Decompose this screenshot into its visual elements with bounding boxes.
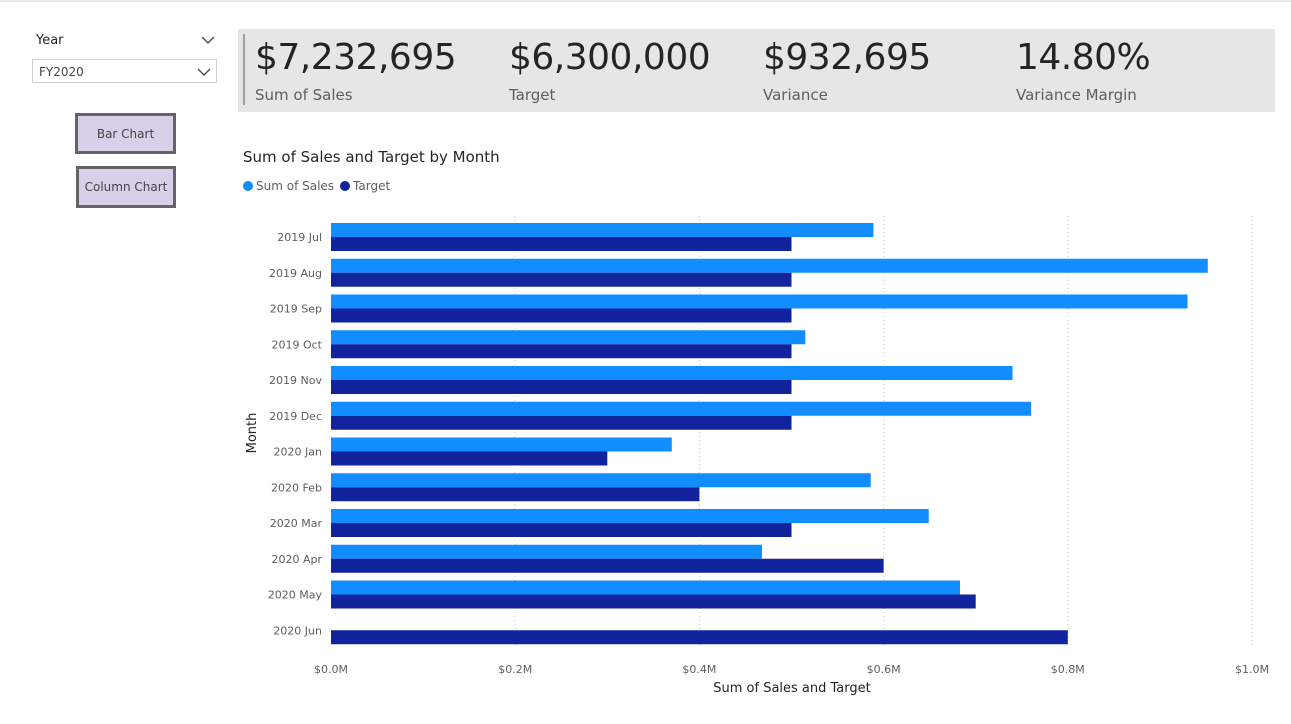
y-category-label: 2019 Aug bbox=[269, 267, 322, 280]
kpi-label: Variance bbox=[763, 86, 828, 104]
x-tick-label: $0.0M bbox=[314, 663, 348, 676]
bar-target[interactable] bbox=[331, 380, 792, 394]
bar-chart: $0.0M $0.2M $0.4M $0.6M $0.8M $1.0M 2019 Jul 20… bbox=[245, 216, 1269, 696]
bar-sum-of-sales[interactable] bbox=[331, 330, 806, 345]
chevron-down-icon bbox=[197, 68, 211, 76]
bar-sum-of-sales[interactable] bbox=[331, 509, 929, 523]
bar-sum-of-sales[interactable] bbox=[331, 580, 961, 595]
bar-target[interactable] bbox=[331, 487, 700, 502]
bar-target[interactable] bbox=[331, 594, 976, 609]
x-axis-title: Sum of Sales and Target bbox=[713, 681, 871, 696]
legend-dot-sales bbox=[243, 181, 253, 191]
y-category-label: 2020 Jan bbox=[274, 446, 322, 459]
kpi-label: Variance Margin bbox=[1016, 86, 1137, 104]
y-category-label: 2019 Oct bbox=[271, 338, 322, 351]
y-category-label: 2019 Jul bbox=[277, 231, 322, 244]
bar-target[interactable] bbox=[331, 237, 792, 251]
slicer-collapse-chevron-icon[interactable] bbox=[200, 33, 216, 47]
y-category-label: 2020 Apr bbox=[271, 553, 322, 566]
bar-target[interactable] bbox=[331, 272, 792, 287]
legend-label-sales: Sum of Sales bbox=[256, 179, 335, 193]
bar-sum-of-sales[interactable] bbox=[331, 401, 1031, 416]
legend-dot-target bbox=[340, 181, 351, 191]
bar-sum-of-sales[interactable] bbox=[331, 473, 871, 488]
bar-target[interactable] bbox=[331, 308, 792, 323]
chart-legend: Sum of Sales Target bbox=[243, 179, 396, 193]
kpi-accent-bar bbox=[243, 34, 245, 105]
kpi-value: $932,695 bbox=[763, 37, 931, 78]
bar-target[interactable] bbox=[331, 630, 1068, 645]
y-category-label: 2020 Jun bbox=[273, 624, 322, 637]
year-dropdown-value: FY2020 bbox=[39, 65, 84, 79]
y-axis-title: Month bbox=[245, 413, 260, 454]
kpi-label: Target bbox=[509, 86, 556, 104]
year-slicer-title: Year bbox=[36, 33, 64, 48]
y-category-label: 2020 Mar bbox=[270, 517, 323, 530]
y-category-label: 2019 Dec bbox=[269, 410, 322, 423]
bar-target[interactable] bbox=[331, 451, 608, 466]
y-category-label: 2019 Nov bbox=[269, 374, 322, 387]
bar-target[interactable] bbox=[331, 415, 792, 430]
kpi-label: Sum of Sales bbox=[255, 86, 353, 104]
chart-title: Sum of Sales and Target by Month bbox=[243, 148, 500, 166]
x-tick-label: $0.2M bbox=[498, 663, 532, 676]
top-divider bbox=[0, 0, 1291, 2]
year-dropdown[interactable]: FY2020 bbox=[32, 59, 217, 83]
y-category-label: 2020 May bbox=[268, 589, 323, 602]
bar-sum-of-sales[interactable] bbox=[331, 437, 672, 452]
kpi-cards: $7,232,695 Sum of Sales $6,300,000 Targe… bbox=[238, 29, 1275, 112]
bar-sum-of-sales[interactable] bbox=[331, 258, 1208, 273]
bar-sum-of-sales[interactable] bbox=[331, 366, 1013, 380]
kpi-value: $6,300,000 bbox=[509, 37, 711, 78]
column-chart-button[interactable]: Column Chart bbox=[76, 166, 176, 208]
kpi-value: 14.80% bbox=[1016, 37, 1151, 78]
x-tick-label: $0.6M bbox=[867, 663, 901, 676]
bar-sum-of-sales[interactable] bbox=[331, 223, 874, 237]
bar-target[interactable] bbox=[331, 558, 884, 573]
bar-chart-button[interactable]: Bar Chart bbox=[75, 113, 176, 154]
bar-sum-of-sales[interactable] bbox=[331, 544, 763, 559]
bar-sum-of-sales[interactable] bbox=[331, 294, 1188, 309]
x-tick-label: $0.8M bbox=[1051, 663, 1085, 676]
legend-item-sales[interactable]: Sum of Sales bbox=[243, 179, 334, 193]
legend-label-target: Target bbox=[353, 179, 391, 193]
bar-target[interactable] bbox=[331, 523, 792, 537]
x-tick-label: $1.0M bbox=[1235, 663, 1269, 676]
y-category-label: 2019 Sep bbox=[270, 303, 322, 316]
legend-item-target[interactable]: Target bbox=[340, 179, 390, 193]
y-category-label: 2020 Feb bbox=[271, 481, 322, 494]
kpi-value: $7,232,695 bbox=[255, 37, 457, 78]
x-tick-label: $0.4M bbox=[682, 663, 716, 676]
bar-target[interactable] bbox=[331, 344, 792, 359]
